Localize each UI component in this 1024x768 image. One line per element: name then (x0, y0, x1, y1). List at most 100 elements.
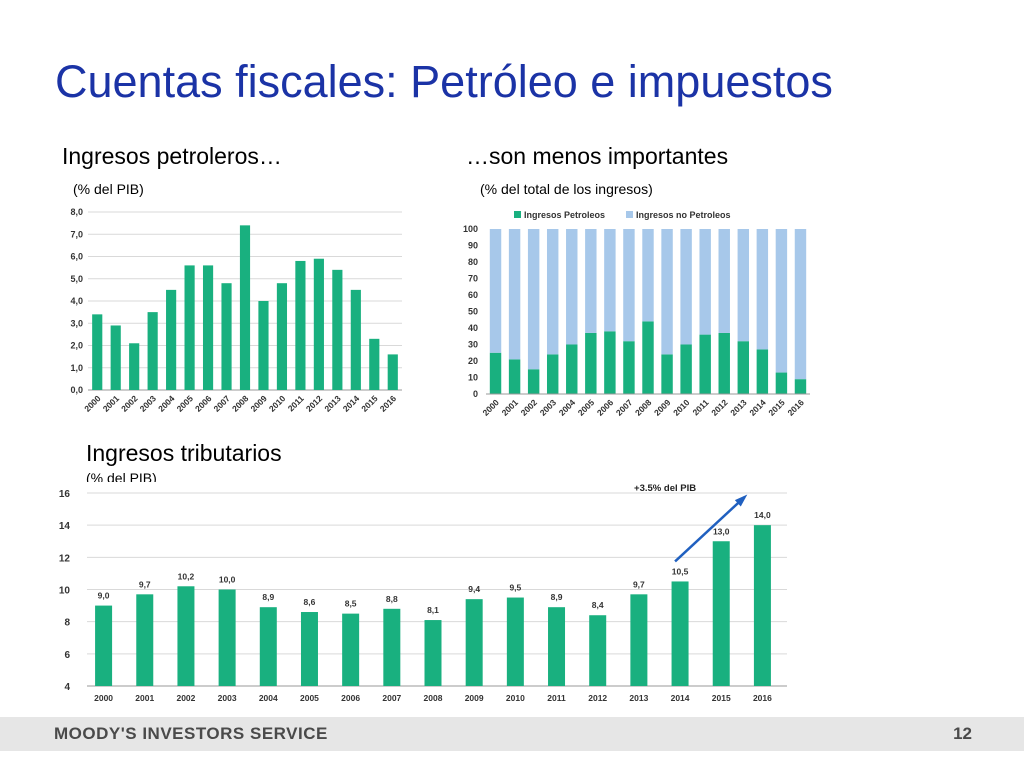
bar-oil (680, 344, 692, 394)
y-tick-label: 6,0 (70, 252, 83, 262)
y-tick-label: 8,0 (70, 207, 83, 217)
bar-non-oil (680, 229, 692, 345)
data-label: 9,7 (139, 579, 151, 589)
bar-non-oil (775, 229, 788, 373)
bar (110, 325, 121, 390)
y-tick-label: 0 (473, 389, 478, 399)
x-tick-label: 2013 (629, 693, 648, 703)
x-tick-label: 2002 (176, 693, 195, 703)
y-tick-label: 10 (468, 373, 478, 383)
bar (166, 289, 177, 390)
bar-oil (566, 344, 578, 394)
x-tick-label: 2008 (633, 397, 654, 418)
x-tick-label: 2009 (248, 393, 269, 414)
x-tick-label: 2006 (595, 397, 616, 418)
x-tick-label: 2013 (728, 397, 749, 418)
x-tick-label: 2007 (211, 393, 232, 414)
oil-revenue-heading: Ingresos petroleros… (62, 143, 282, 169)
y-tick-label: 70 (468, 274, 478, 284)
data-label: 9,4 (468, 584, 480, 594)
x-tick-label: 2005 (300, 693, 319, 703)
x-tick-label: 2001 (135, 693, 154, 703)
bar-non-oil (546, 229, 559, 355)
oil-share-heading: …son menos importantes (466, 143, 729, 169)
bar-non-oil (794, 229, 807, 380)
legend-label: Ingresos Petroleos (524, 210, 605, 220)
y-tick-label: 1,0 (70, 363, 83, 373)
y-tick-label: 90 (468, 241, 478, 251)
y-tick-label: 5,0 (70, 274, 83, 284)
data-label: 10,0 (219, 575, 236, 585)
bar (630, 594, 648, 686)
bar (387, 354, 398, 390)
x-tick-label: 2007 (382, 693, 401, 703)
bar (218, 589, 236, 686)
bar (95, 605, 113, 686)
x-tick-label: 2008 (230, 393, 251, 414)
x-tick-label: 2014 (671, 693, 690, 703)
annotation-arrow (674, 496, 746, 563)
bar-non-oil (489, 229, 502, 353)
bar (332, 269, 343, 390)
x-tick-label: 2002 (119, 393, 140, 414)
data-label: 8,9 (262, 592, 274, 602)
y-tick-label: 20 (468, 356, 478, 366)
x-tick-label: 2012 (709, 397, 730, 418)
slide-title: Cuentas fiscales: Petróleo e impuestos (55, 56, 833, 107)
x-tick-label: 2001 (500, 397, 521, 418)
x-tick-label: 2015 (712, 693, 731, 703)
bar-oil (546, 354, 559, 394)
bar (671, 581, 689, 686)
data-label: 8,6 (304, 597, 316, 607)
x-tick-label: 2009 (652, 397, 673, 418)
bar (147, 312, 158, 390)
bar (184, 265, 195, 390)
data-label: 8,4 (592, 600, 604, 610)
tax-revenue-chart: 4 6 8 10 12 14 16 2000 9,0 2001 9,7 2002 10,2 2003 10,… (45, 484, 795, 709)
data-label: 10,5 (672, 566, 689, 576)
data-label: 13,0 (713, 526, 730, 536)
bar (221, 283, 232, 390)
bar (300, 612, 318, 686)
x-tick-label: 2006 (193, 393, 214, 414)
data-label: 9,0 (98, 591, 110, 601)
bar (712, 541, 730, 686)
x-tick-label: 2016 (378, 393, 399, 414)
x-tick-label: 2004 (557, 397, 578, 418)
x-tick-label: 2003 (138, 393, 159, 414)
page-number: 12 (953, 724, 972, 743)
legend-swatch (514, 211, 521, 218)
tax-revenue-heading: Ingresos tributarios (86, 440, 282, 466)
legend-label: Ingresos no Petroleos (636, 210, 731, 220)
data-label: 8,1 (427, 605, 439, 615)
bar-non-oil (699, 229, 711, 335)
x-tick-label: 2003 (538, 397, 559, 418)
bar-non-oil (661, 229, 673, 355)
data-label: 9,7 (633, 579, 645, 589)
bar-oil (527, 369, 540, 394)
bar-non-oil (756, 229, 769, 350)
data-label: 8,9 (551, 592, 563, 602)
y-tick-label: 40 (468, 323, 478, 333)
bar (369, 338, 380, 390)
bar-non-oil (737, 229, 750, 342)
bar (548, 607, 566, 686)
data-label: 8,8 (386, 594, 398, 604)
x-tick-label: 2011 (690, 397, 710, 417)
x-tick-label: 2002 (519, 397, 540, 418)
y-tick-label: 0,0 (70, 385, 83, 395)
bar (350, 289, 361, 390)
bar-oil (508, 359, 521, 394)
x-tick-label: 2004 (259, 693, 278, 703)
bar (589, 615, 607, 686)
y-tick-label: 12 (59, 553, 71, 564)
bar-oil (489, 352, 502, 394)
y-tick-label: 30 (468, 340, 478, 350)
x-tick-label: 2016 (785, 397, 806, 418)
y-tick-label: 50 (468, 307, 478, 317)
data-label: 9,5 (509, 583, 521, 593)
oil-share-chart: 0 10 20 30 40 50 60 70 80 90 100 Ingresos Petroleos… (463, 210, 810, 418)
bar-oil (737, 341, 750, 394)
bar-non-oil (604, 229, 616, 332)
x-tick-label: 2014 (341, 393, 362, 414)
